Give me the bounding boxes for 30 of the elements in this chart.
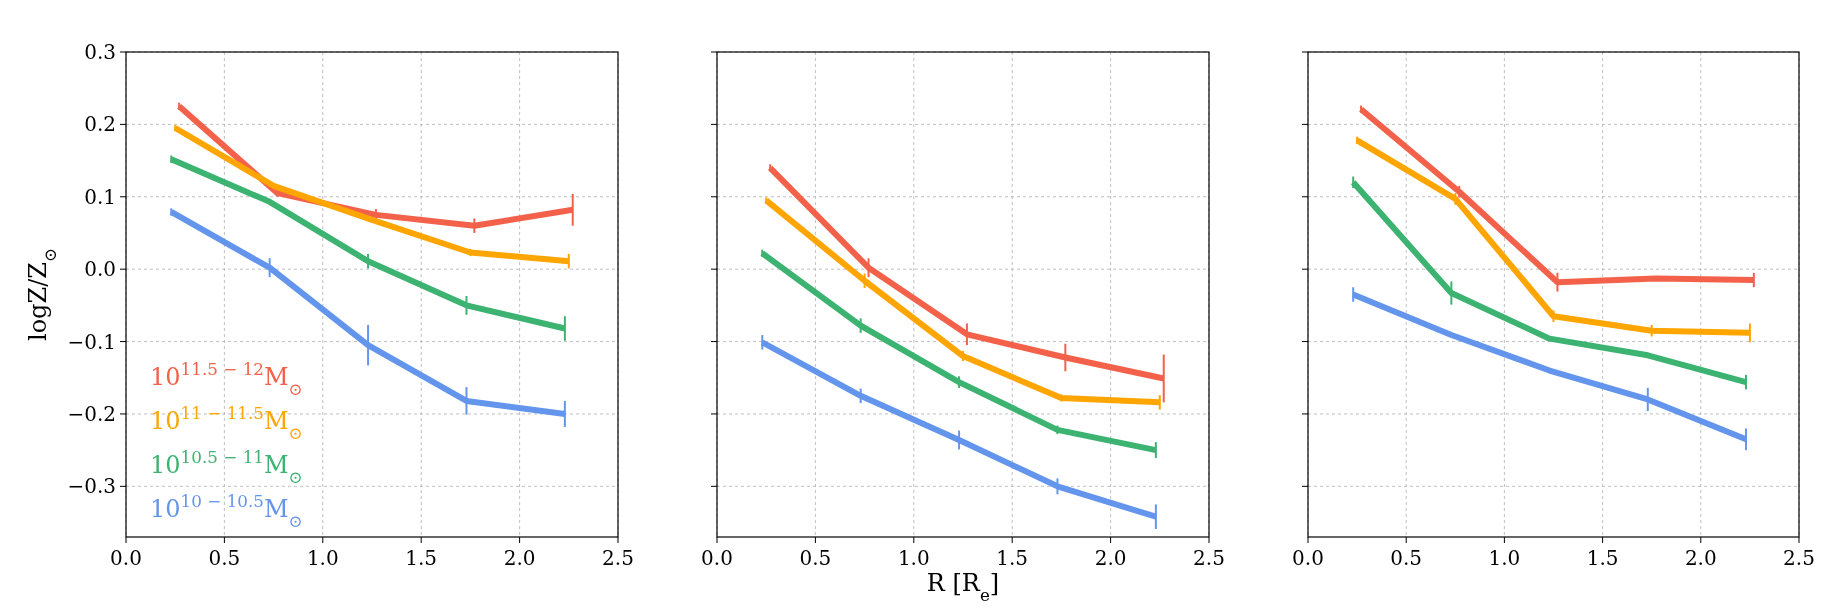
y-tick-label: 0.0 — [84, 257, 116, 282]
text: 10$^{11 − 11.5}$M$_{⊙}$ — [150, 403, 303, 443]
x-tick-label: 1.5 — [996, 546, 1029, 570]
x-tick-label: 0.5 — [208, 546, 241, 570]
x-axis-title: R [R$_{e}$] — [926, 569, 1000, 605]
x-tick-label: 2.5 — [1783, 546, 1815, 570]
y-tick-label: 0.3 — [84, 40, 116, 64]
x-tick-label: 0.0 — [1292, 546, 1324, 570]
x-tick-label: 1.0 — [1488, 546, 1521, 570]
text: 10$^{10.5 − 11}$M$_{⊙}$ — [150, 447, 303, 487]
x-tick-label: 1.0 — [306, 546, 339, 570]
x-tick-label: 2.0 — [1684, 546, 1717, 570]
x-tick-label: 0.5 — [799, 546, 832, 570]
x-tick-label: 0.0 — [701, 546, 733, 570]
text: 10$^{11.5 − 12}$M$_{⊙}$ — [150, 359, 303, 399]
text: 10$^{10 − 10.5}$M$_{⊙}$ — [150, 491, 303, 531]
x-tick-label: 0.5 — [1390, 546, 1423, 570]
x-tick-label: 1.5 — [405, 546, 438, 570]
x-tick-label: 2.0 — [503, 546, 536, 570]
y-tick-label: −0.1 — [67, 329, 116, 354]
x-tick-label: 1.5 — [1586, 546, 1619, 570]
y-tick-label: −0.3 — [67, 474, 116, 499]
x-tick-label: 2.5 — [602, 546, 634, 570]
y-tick-label: −0.2 — [67, 401, 116, 426]
x-tick-label: 2.5 — [1193, 546, 1225, 570]
x-tick-label: 2.0 — [1094, 546, 1127, 570]
x-tick-label: 1.0 — [897, 546, 930, 570]
y-tick-label: 0.1 — [84, 184, 116, 209]
x-tick-label: 0.0 — [110, 546, 142, 570]
y-tick-label: 0.2 — [84, 112, 116, 137]
